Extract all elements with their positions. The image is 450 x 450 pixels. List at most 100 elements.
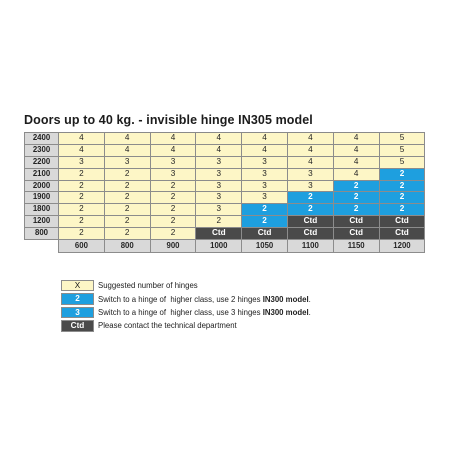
table-cell: 4 [104,144,151,157]
table-cell: 5 [379,144,426,157]
table-corner [24,240,59,254]
table-cell: Ctd [287,228,334,241]
legend-label: Switch to a hinge of higher class, use 3… [98,308,311,317]
legend-text-model: IN300 model [262,307,309,317]
table-cell: 5 [379,156,426,169]
table-cell: Ctd [242,228,288,241]
table-cell: 4 [287,144,334,157]
table-cell: 2 [379,180,426,193]
table-cell: 2 [104,168,151,181]
table-cell: 2 [379,192,426,205]
table-cell: 2 [59,216,105,229]
legend-text-main: Please contact the technical department [98,321,237,331]
table-cell: 4 [287,156,334,169]
legend-label: Suggested number of hinges [98,281,198,290]
table-cell: 2 [104,216,151,229]
legend-text-main: Switch to a hinge of higher class, use 2… [98,294,263,304]
row-header-height: 1200 [24,216,59,229]
hinge-table: 2400 4 4 4 4 4 4 4 5 2300 4 4 4 4 4 4 4 5 2200 3 3 3 3 3 4 4 5 2100… [24,132,426,254]
table-cell: 2 [242,216,288,229]
table-cell: 3 [242,180,288,193]
table-cell: 3 [287,168,334,181]
table-cell: 2 [59,168,105,181]
table-cell: 2 [287,204,334,217]
legend-item: 3 Switch to a hinge of higher class, use … [61,306,311,319]
table-cell: 3 [196,180,243,193]
table-cell: 2 [59,180,105,193]
table-cell: 4 [150,144,197,157]
legend-item: X Suggested number of hinges [61,279,311,292]
table-cell: 4 [196,133,243,145]
table-cell: 4 [333,156,380,169]
table-cell: Ctd [333,228,380,241]
legend-swatch: Ctd [61,320,94,332]
row-header-height: 1900 [24,192,59,205]
table-cell: 4 [104,133,151,145]
table-cell: 2 [150,192,197,205]
table-cell: 2 [150,204,197,217]
legend-swatch: 3 [61,306,94,319]
legend-text-model: IN300 model [262,294,309,304]
table-cell: 2 [196,216,243,229]
table-cell: Ctd [287,216,334,229]
row-header-height: 800 [24,228,59,241]
table-cell: 2 [104,192,151,205]
table-cell: 4 [242,133,288,145]
table-cell: 2 [333,204,380,217]
table-cell: 2 [104,228,151,241]
table-cell: 3 [196,192,243,205]
table-cell: 2 [104,204,151,217]
legend-item: Ctd Please contact the technical departme… [61,319,311,332]
table-cell: Ctd [379,228,426,241]
legend-text-main: Switch to a hinge of higher class, use 3… [98,307,263,317]
table-cell: 2 [287,192,334,205]
table-cell: 3 [196,156,243,169]
table-cell: 2 [333,180,380,193]
legend-text-tail: . [308,294,311,304]
table-cell: 5 [379,133,426,145]
column-header-width: 900 [150,240,197,254]
table-cell: 4 [59,133,105,145]
legend-label: Switch to a hinge of higher class, use 2… [98,295,311,304]
legend-label: Please contact the technical department [98,321,237,330]
column-header-width: 600 [59,240,105,254]
column-header-width: 1050 [242,240,288,254]
table-cell: 4 [333,144,380,157]
table-title: Doors up to 40 kg. - invisible hinge IN3… [24,113,313,127]
legend-swatch: X [61,280,94,292]
table-cell: 4 [150,133,197,145]
table-cell: 2 [379,204,426,217]
table-cell: Ctd [333,216,380,229]
table-cell: 3 [196,168,243,181]
table-cell: 2 [150,228,197,241]
table-cell: 2 [150,180,197,193]
column-header-width: 1100 [287,240,334,254]
row-header-height: 2300 [24,144,59,157]
table-cell: 2 [150,216,197,229]
table-cell: 3 [196,204,243,217]
row-header-height: 2000 [24,180,59,193]
table-cell: 2 [59,192,105,205]
row-header-height: 1800 [24,204,59,217]
legend-text-tail: . [308,307,311,317]
table-cell: 3 [150,168,197,181]
table-cell: 4 [287,133,334,145]
legend-text-main: Suggested number of hinges [98,281,198,291]
table-cell: Ctd [196,228,243,241]
table-cell: 4 [242,144,288,157]
table-cell: 4 [333,168,380,181]
row-header-height: 2100 [24,168,59,181]
table-cell: 3 [59,156,105,169]
row-header-height: 2400 [24,133,59,145]
table-cell: 2 [59,204,105,217]
table-cell: 3 [242,168,288,181]
table-cell: 2 [104,180,151,193]
table-cell: 3 [287,180,334,193]
table-cell: 2 [242,204,288,217]
table-cell: 2 [379,168,426,181]
table-cell: 3 [150,156,197,169]
table-cell: 2 [333,192,380,205]
table-cell: 4 [333,133,380,145]
table-cell: 3 [242,156,288,169]
legend-item: 2 Switch to a hinge of higher class, use … [61,292,311,305]
